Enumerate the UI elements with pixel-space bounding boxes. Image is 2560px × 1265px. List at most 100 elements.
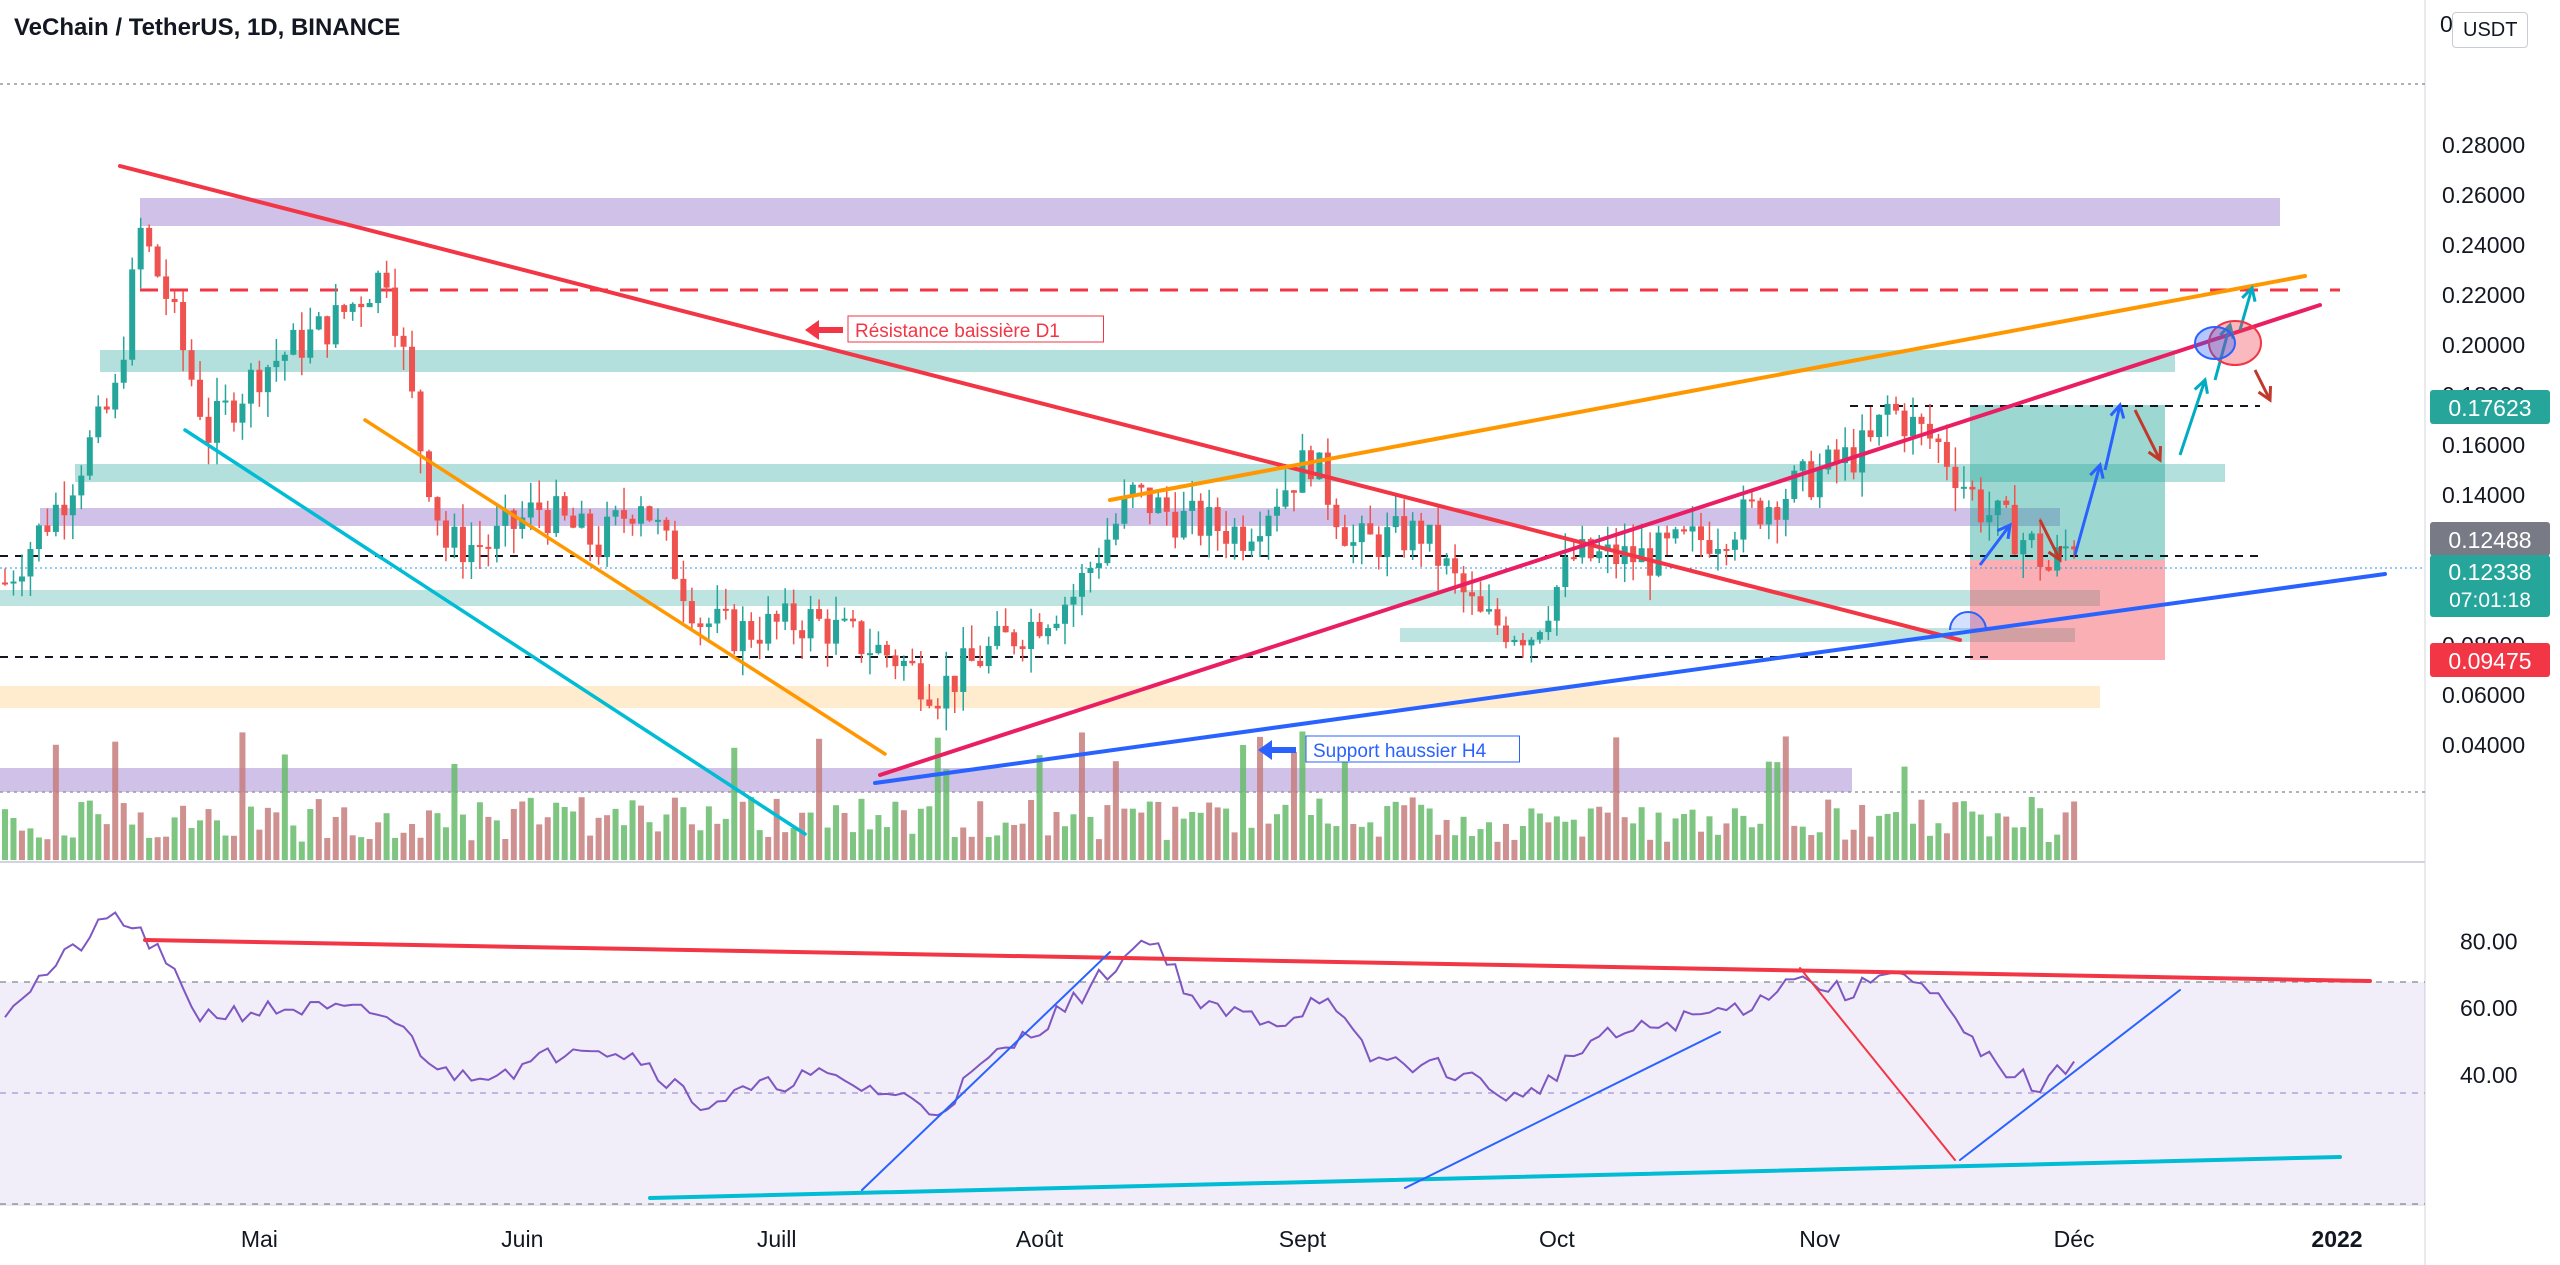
candle-body-101: [858, 621, 865, 655]
candle-body-182: [1545, 620, 1552, 633]
month-tick-5: Oct: [1539, 1226, 1575, 1252]
volume-bar-222: [1884, 813, 1891, 860]
price-tick-0: 0.28000: [2442, 132, 2525, 158]
zone-band-2: [75, 464, 2225, 482]
volume-bar-85: [722, 818, 729, 860]
volume-bar-19: [163, 836, 170, 860]
candle-body-28: [239, 403, 246, 423]
candle-body-25: [214, 401, 220, 443]
scenario-arrow-5-head: [2147, 445, 2163, 463]
volume-bar-25: [214, 820, 220, 860]
volume-bar-159: [1350, 823, 1357, 860]
candle-body-232: [1969, 486, 1976, 490]
volume-bar-243: [2062, 812, 2069, 860]
price-tick-3: 0.22000: [2442, 282, 2525, 308]
volume-bar-43: [366, 839, 373, 860]
volume-bar-80: [680, 807, 687, 860]
volume-bar-120: [1019, 823, 1026, 860]
volume-bar-94: [799, 812, 806, 860]
volume-bar-185: [1570, 819, 1577, 860]
month-tick-8: 2022: [2311, 1226, 2362, 1252]
volume-bar-170: [1443, 819, 1450, 860]
candle-body-5: [44, 525, 51, 532]
volume-bar-139: [1180, 818, 1187, 860]
volume-bar-206: [1748, 827, 1755, 860]
volume-bar-83: [705, 806, 712, 860]
rsi-tick-0: 80.00: [2460, 929, 2518, 955]
volume-bar-97: [824, 827, 831, 860]
volume-bar-100: [850, 832, 856, 860]
candle-body-58: [493, 525, 500, 549]
price-tick-12: 0.04000: [2442, 732, 2525, 758]
volume-bar-77: [654, 831, 661, 860]
currency-selector-button[interactable]: USDT: [2452, 12, 2529, 48]
volume-bar-142: [1206, 802, 1213, 860]
symbol-title: VeChain / TetherUS, 1D, BINANCE: [14, 14, 401, 41]
volume-bar-202: [1714, 834, 1721, 860]
volume-bar-211: [1791, 825, 1798, 860]
volume-bar-29: [247, 806, 254, 860]
volume-bar-68: [578, 797, 585, 860]
candle-body-180: [1528, 639, 1535, 646]
candle-body-117: [994, 625, 1001, 646]
volume-bar-81: [688, 824, 695, 860]
volume-bar-176: [1494, 841, 1501, 860]
volume-bar-6: [52, 744, 59, 860]
candle-body-65: [553, 496, 560, 534]
volume-bar-106: [900, 810, 907, 860]
candle-body-197: [1672, 529, 1679, 539]
volume-bar-213: [1808, 835, 1815, 860]
candle-body-211: [1791, 470, 1798, 499]
candle-body-73: [621, 510, 628, 519]
resistance-annotation-arrow-head: [805, 320, 819, 340]
candle-body-127: [1078, 572, 1085, 597]
volume-bar-64: [544, 817, 551, 860]
candle-body-12: [103, 406, 110, 410]
price-tick-4: 0.20000: [2442, 332, 2525, 358]
candle-body-235: [1994, 500, 2001, 516]
volume-bar-114: [968, 836, 975, 860]
candle-body-48: [409, 346, 416, 392]
volume-bar-36: [307, 809, 314, 860]
candle-body-115: [977, 660, 984, 667]
mid-level-price-label-box: [2430, 522, 2550, 556]
candle-body-229: [1943, 442, 1950, 467]
volume-bar-224: [1901, 766, 1908, 860]
candle-body-77: [654, 519, 661, 522]
candle-body-142: [1206, 507, 1213, 536]
volume-bar-84: [714, 823, 721, 860]
candle-body-224: [1901, 410, 1908, 437]
volume-bar-115: [977, 801, 984, 860]
volume-bar-197: [1672, 818, 1679, 860]
candle-body-70: [595, 544, 602, 558]
candle-body-51: [434, 497, 441, 521]
candle-body-29: [247, 369, 254, 404]
candle-body-218: [1850, 447, 1857, 473]
volume-bar-132: [1121, 808, 1128, 860]
volume-bar-175: [1486, 822, 1492, 860]
candle-body-36: [307, 329, 314, 358]
volume-bar-82: [697, 830, 704, 860]
volume-bar-218: [1850, 829, 1857, 860]
candle-body-61: [519, 517, 526, 529]
volume-bar-45: [383, 813, 390, 860]
candle-body-239: [2028, 533, 2035, 541]
candle-body-132: [1121, 496, 1128, 524]
volume-bar-195: [1655, 812, 1662, 860]
volume-bar-22: [188, 828, 195, 860]
candle-body-30: [256, 369, 263, 393]
candle-body-126: [1070, 596, 1077, 605]
rsi-support-line: [648, 1155, 2342, 1200]
volume-bar-158: [1341, 762, 1348, 860]
scenario-arrow-4: [2103, 404, 2122, 471]
volume-bar-131: [1112, 761, 1119, 860]
volume-bar-155: [1316, 798, 1323, 860]
candle-body-184: [1562, 557, 1569, 588]
candle-body-27: [230, 400, 237, 423]
volume-bar-55: [468, 840, 475, 860]
volume-bar-174: [1477, 829, 1484, 860]
candle-body-157: [1333, 504, 1340, 528]
volume-bar-191: [1621, 817, 1628, 860]
candle-body-165: [1401, 516, 1408, 551]
